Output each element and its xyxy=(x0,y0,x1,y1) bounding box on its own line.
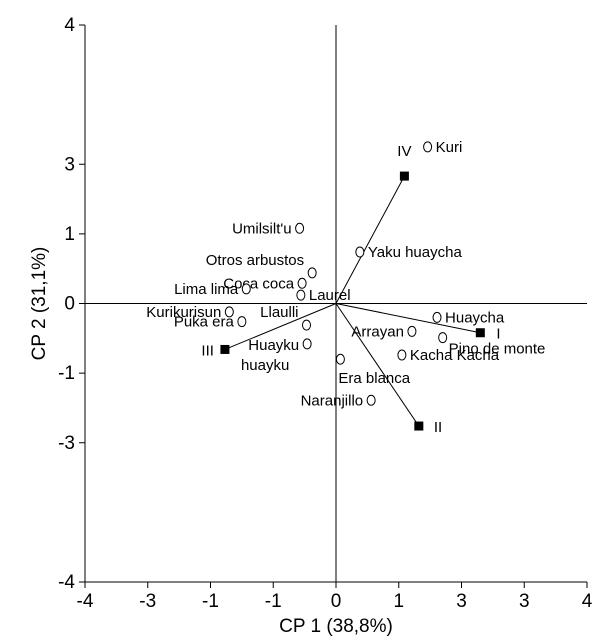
x-tick-label: -1 xyxy=(202,591,219,612)
group-vector xyxy=(335,175,405,304)
point-label: Lima lima xyxy=(174,281,239,298)
x-tick-label: -4 xyxy=(77,591,94,612)
group-marker xyxy=(475,328,485,338)
point-marker xyxy=(366,394,376,406)
point-label: Huayku xyxy=(248,337,299,354)
x-tick-label: 3 xyxy=(519,591,530,612)
point-label: Pino de monte xyxy=(449,341,546,358)
point-marker xyxy=(302,319,312,331)
y-tick-label: 0 xyxy=(64,294,75,315)
point-marker xyxy=(335,353,345,365)
group-vector xyxy=(335,303,481,334)
x-tick-label: 3 xyxy=(456,591,467,612)
group-marker xyxy=(414,421,424,431)
group-vector xyxy=(335,303,420,427)
group-label: II xyxy=(434,419,442,436)
point-label: Laurel xyxy=(309,287,351,304)
point-marker xyxy=(432,311,442,323)
point-label: Naranjillo xyxy=(301,392,364,409)
point-marker xyxy=(296,289,306,301)
group-marker xyxy=(399,171,409,181)
y-tick-label: 3 xyxy=(64,154,75,175)
y-tick-label: 4 xyxy=(64,15,75,36)
point-marker xyxy=(241,283,251,295)
point-label: Puka era xyxy=(174,314,235,331)
point-label: Kurikurisun xyxy=(146,304,221,321)
point-marker xyxy=(407,325,417,337)
point-label: Yaku huaycha xyxy=(368,244,463,261)
y-tick-label: -3 xyxy=(58,433,75,454)
point-marker xyxy=(237,316,247,328)
x-tick-label: -3 xyxy=(139,591,156,612)
point-label: Otros arbustos xyxy=(206,252,304,269)
x-tick-label: 1 xyxy=(393,591,404,612)
point-label: Era blanca xyxy=(338,370,410,387)
y-axis-title: CP 2 (31,1%) xyxy=(29,247,50,361)
point-label: Kuri xyxy=(436,139,463,156)
point-label: Umilsilt'u xyxy=(232,220,292,237)
y-tick-label: -1 xyxy=(58,363,75,384)
group-label: IV xyxy=(397,143,411,160)
point-label: Coca coca xyxy=(223,275,295,292)
point-label: Arrayan xyxy=(351,323,404,340)
point-label: Kacha Kacha xyxy=(410,347,500,364)
x-tick-label: -1 xyxy=(265,591,282,612)
y-tick-label: 1 xyxy=(64,224,75,245)
group-vector xyxy=(224,303,337,350)
point-marker xyxy=(307,267,317,279)
group-marker xyxy=(220,344,230,354)
point-marker xyxy=(355,246,365,258)
x-axis-title: CP 1 (38,8%) xyxy=(279,616,393,637)
point-marker xyxy=(295,222,305,234)
point-label: Llaulli xyxy=(260,304,298,321)
x-tick-label: 4 xyxy=(582,591,593,612)
group-label: I xyxy=(496,326,500,343)
y-tick-label: -4 xyxy=(58,572,75,593)
point-marker xyxy=(297,277,307,289)
x-tick-label: 0 xyxy=(331,591,342,612)
point-label: huayku xyxy=(241,357,289,374)
point-marker xyxy=(397,349,407,361)
point-label: Huaycha xyxy=(445,309,505,326)
point-marker xyxy=(302,338,312,350)
point-marker xyxy=(423,141,433,153)
point-marker xyxy=(438,332,448,344)
point-marker xyxy=(224,306,234,318)
group-label: III xyxy=(201,342,214,359)
